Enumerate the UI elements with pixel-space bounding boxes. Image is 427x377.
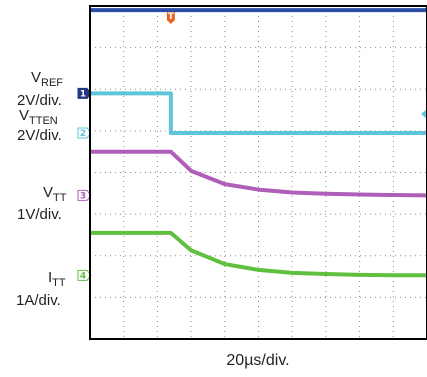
trigger-marker: T <box>166 12 175 24</box>
plot-frame <box>89 5 427 340</box>
trace-ch4 <box>90 230 427 278</box>
trigger-marker-shape <box>166 12 175 24</box>
vtten-scale-label: 2V/div. <box>17 127 62 144</box>
channel-2-marker-text: 2 <box>80 129 86 139</box>
vref-label: VREF 2V/div. <box>17 69 63 109</box>
itt-scale-label: 1A/div. <box>16 292 61 309</box>
vtt-scale-label: 1V/div. <box>17 206 62 223</box>
svg-text:VREF: VREF <box>31 69 63 89</box>
channel-2-right-marker <box>421 109 426 118</box>
svg-text:VTT: VTT <box>43 184 67 204</box>
itt-label-sub: TT <box>52 277 66 289</box>
vtt-label: VTT 1V/div. <box>17 184 67 223</box>
svg-text:VTTEN: VTTEN <box>19 107 58 127</box>
trace-ch3 <box>90 149 427 198</box>
channel-1-marker-text: 1 <box>80 90 86 100</box>
vref-label-name: V <box>31 69 41 86</box>
channel-3-marker-text: 3 <box>80 192 86 202</box>
vref-label-sub: REF <box>41 77 63 89</box>
channel-4-marker-text: 4 <box>80 272 86 282</box>
itt-label: ITT 1A/div. <box>16 269 66 309</box>
trigger-marker-text: T <box>168 12 175 22</box>
channel-marker-group: 1 2 3 4 T <box>77 12 426 282</box>
svg-text:ITT: ITT <box>48 269 66 289</box>
itt-label-name: I <box>48 269 52 286</box>
timebase-label: 20µs/div. <box>226 352 289 369</box>
trace-group <box>90 8 427 278</box>
graticule <box>90 6 427 339</box>
vtt-label-sub: TT <box>53 192 67 204</box>
vtt-label-name: V <box>43 184 53 201</box>
vref-scale-label: 2V/div. <box>17 92 62 109</box>
trace-ch2 <box>90 91 427 135</box>
vtten-label-name: V <box>19 107 29 124</box>
vtten-label-sub: TTEN <box>29 115 58 127</box>
vtten-label: VTTEN 2V/div. <box>17 107 62 144</box>
